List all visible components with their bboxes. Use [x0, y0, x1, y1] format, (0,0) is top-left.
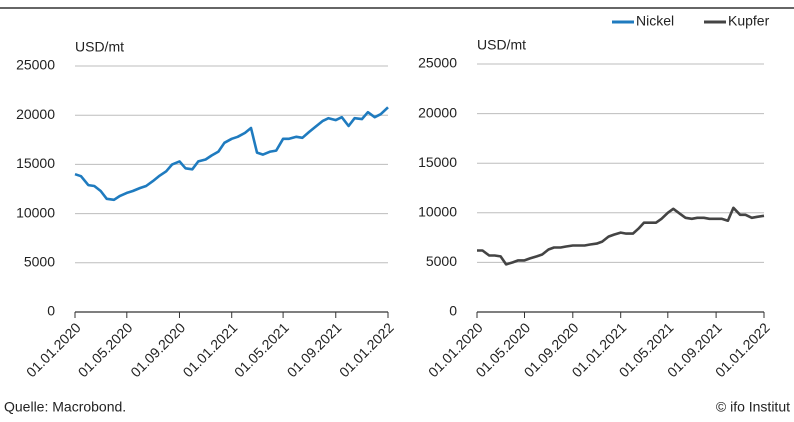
- y-tick-label: 20000: [418, 104, 457, 120]
- x-tick-label: 01.05.2021: [231, 319, 292, 380]
- y-tick-label: 0: [449, 303, 457, 319]
- y-axis-label: USD/mt: [75, 39, 124, 55]
- y-tick-label: 10000: [418, 204, 457, 220]
- y-tick-label: 5000: [426, 253, 457, 269]
- y-tick-label: 25000: [418, 55, 457, 71]
- y-tick-label: 20000: [16, 106, 55, 122]
- y-tick-label: 0: [47, 303, 55, 319]
- x-tick-label: 01.01.2021: [180, 319, 241, 380]
- y-axis-label: USD/mt: [477, 37, 526, 53]
- y-tick-label: 5000: [24, 254, 55, 270]
- legend-label: Kupfer: [728, 13, 770, 29]
- y-tick-label: 10000: [16, 204, 55, 220]
- source: Quelle: Macrobond.: [4, 399, 126, 415]
- series-line: [74, 106, 389, 202]
- x-tick-label: 01.05.2020: [75, 319, 136, 380]
- series-line: [477, 206, 765, 266]
- legend-label: Nickel: [636, 13, 674, 29]
- credit: © ifo Institut: [716, 399, 790, 415]
- y-tick-label: 15000: [16, 155, 55, 171]
- x-tick-label: 01.09.2021: [284, 319, 345, 380]
- x-tick-label: 01.09.2020: [127, 319, 188, 380]
- x-tick-label: 01.01.2022: [336, 319, 397, 380]
- y-tick-label: 15000: [418, 154, 457, 170]
- y-tick-label: 25000: [16, 57, 55, 73]
- x-tick-label: 01.01.2020: [23, 319, 84, 380]
